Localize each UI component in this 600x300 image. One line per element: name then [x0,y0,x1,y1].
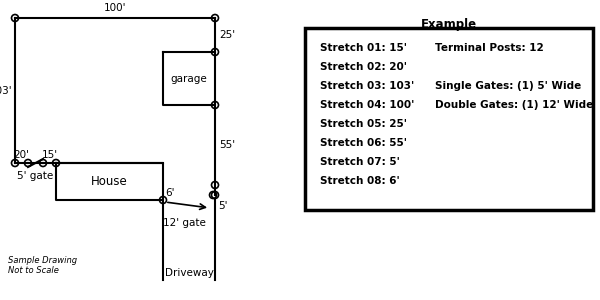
Text: 25': 25' [219,30,235,40]
Text: 5': 5' [218,201,227,211]
Text: garage: garage [170,74,208,83]
Text: Driveway: Driveway [164,268,214,278]
Text: Stretch 04: 100': Stretch 04: 100' [320,100,415,110]
Text: Stretch 07: 5': Stretch 07: 5' [320,157,400,167]
Text: Terminal Posts: 12: Terminal Posts: 12 [435,43,544,53]
Text: 103': 103' [0,85,12,95]
Text: Stretch 08: 6': Stretch 08: 6' [320,176,400,186]
Text: 5' gate: 5' gate [17,171,53,181]
Text: Stretch 03: 103': Stretch 03: 103' [320,81,414,91]
Bar [305,28,593,210]
Text: 12' gate: 12' gate [163,218,205,228]
Text: 6': 6' [165,188,175,198]
Text: Double Gates: (1) 12' Wide: Double Gates: (1) 12' Wide [435,100,593,110]
Text: Example: Example [421,18,477,31]
Text: Stretch 06: 55': Stretch 06: 55' [320,138,407,148]
Text: Stretch 02: 20': Stretch 02: 20' [320,62,407,72]
Text: Sample Drawing
Not to Scale: Sample Drawing Not to Scale [8,256,77,275]
Text: Single Gates: (1) 5' Wide: Single Gates: (1) 5' Wide [435,81,581,91]
Text: House: House [91,175,128,188]
Text: 20': 20' [14,150,29,160]
Text: 15': 15' [41,150,58,160]
Text: 100': 100' [104,3,126,13]
Text: Stretch 05: 25': Stretch 05: 25' [320,119,407,129]
Text: 55': 55' [219,140,235,150]
Text: Stretch 01: 15': Stretch 01: 15' [320,43,407,53]
